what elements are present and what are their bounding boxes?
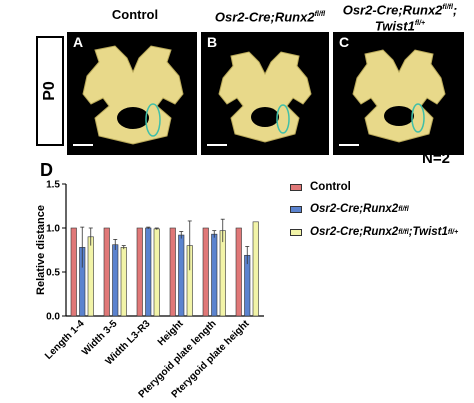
scale-bar-b — [207, 144, 227, 146]
bar-1 — [202, 227, 209, 317]
x-tick-label: Height — [156, 318, 186, 348]
bar-1 — [169, 227, 176, 317]
scale-bar-c — [339, 144, 359, 146]
legend-swatch-runx2 — [290, 205, 302, 213]
bar-2 — [145, 227, 152, 317]
legend-swatch-runx2-twist1 — [290, 228, 302, 236]
y-tick-label: 0.5 — [46, 268, 60, 279]
age-label-box — [36, 36, 64, 146]
skull-rendering-b — [218, 51, 312, 143]
legend-item-control: Control — [290, 181, 351, 193]
y-tick-label: 0.0 — [46, 312, 60, 323]
bar-3 — [120, 247, 127, 317]
bar-2 — [112, 244, 119, 317]
y-axis-label: Relative distance — [35, 205, 47, 295]
panel-letter-d: D — [40, 160, 53, 180]
bar-1 — [235, 227, 242, 317]
legend-item-runx2-twist1: Osr2-Cre;Runx2 fl/fl ;Twist1 fl/+ — [290, 226, 458, 238]
panel-letter-a: A — [73, 34, 84, 50]
column-title-control: Control — [111, 7, 159, 22]
bar-3 — [87, 236, 94, 317]
bar-2 — [244, 254, 251, 317]
bar-2 — [178, 234, 185, 317]
bar-3 — [219, 230, 226, 317]
sample-size-label: N=2 — [422, 150, 450, 167]
bar-1 — [136, 227, 143, 317]
y-tick-label: 1.0 — [46, 224, 60, 235]
skull-rendering-c — [352, 49, 446, 143]
bar-3 — [153, 228, 160, 317]
column-title-runx2-twist1: Osr2-Cre;Runx2fl/fl; Twist1fl/+ — [342, 2, 458, 34]
panel-b: B — [201, 32, 329, 155]
bar-1 — [70, 227, 77, 317]
bar-3 — [252, 221, 259, 317]
x-tick-label: Length 1-4 — [43, 318, 87, 362]
bar-1 — [103, 227, 110, 317]
skull-rendering-a — [82, 45, 184, 145]
legend-item-runx2: Osr2-Cre;Runx2 fl/fl — [290, 203, 409, 215]
panel-letter-c: C — [339, 34, 350, 50]
bar-2 — [211, 233, 218, 317]
panel-letter-b: B — [207, 34, 218, 50]
panel-a: A — [67, 32, 197, 155]
panel-c: C — [333, 32, 464, 155]
y-tick-label: 1.5 — [46, 180, 60, 191]
column-title-runx2: Osr2-Cre;Runx2fl/fl — [214, 9, 326, 25]
legend-swatch-control — [290, 183, 302, 191]
scale-bar-a — [73, 144, 93, 146]
